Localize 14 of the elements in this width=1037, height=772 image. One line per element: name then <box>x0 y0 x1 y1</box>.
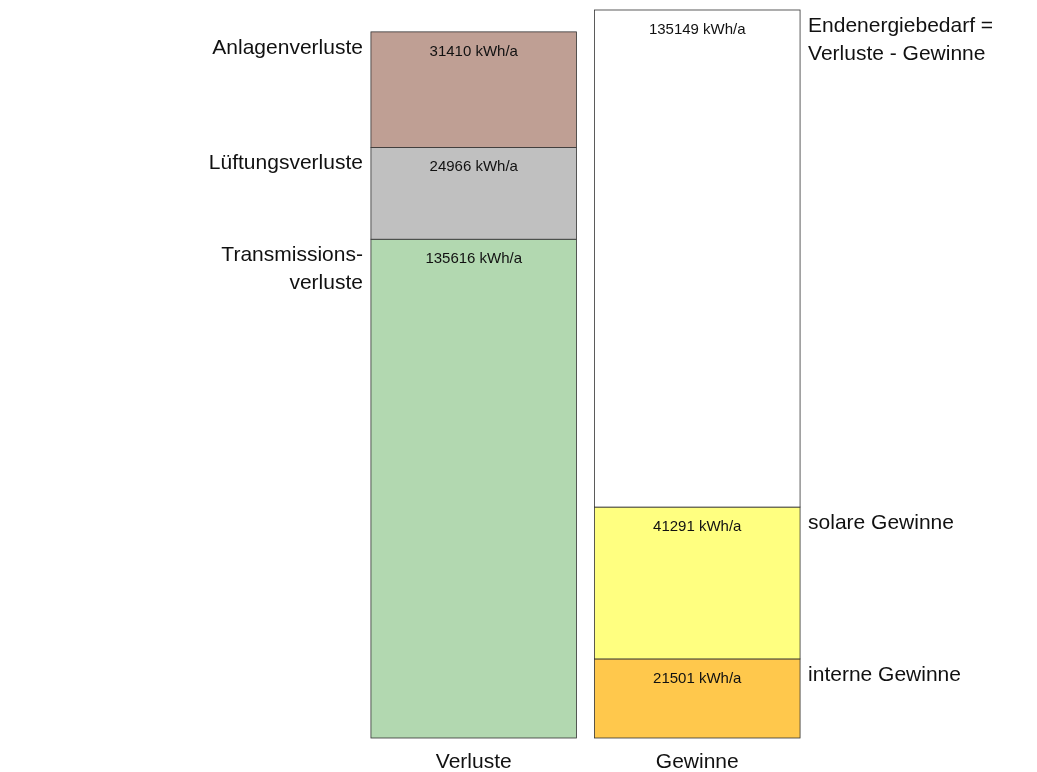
data-label: 21501 kWh/a <box>653 668 743 686</box>
data-label: 135149 kWh/a <box>648 20 747 37</box>
series-label: solare Gewinne <box>808 510 954 534</box>
series-label: Anlagenverluste <box>212 34 363 58</box>
series-label: Transmissions- verluste <box>221 242 363 294</box>
series-label: Lüftungsverluste <box>208 150 363 174</box>
x-tick-label: Verluste <box>435 749 512 772</box>
series-label: interne Gewinne <box>808 661 961 685</box>
data-label: 135616 kWh/a <box>425 249 523 267</box>
data-label: 31410 kWh/a <box>429 41 519 59</box>
data-label: 41291 kWh/a <box>653 517 743 535</box>
series-label: Endenergiebedarf = Verluste - Gewinne <box>808 13 994 64</box>
x-tick-label: Gewinne <box>655 749 739 772</box>
data-label: 24966 kWh/a <box>429 157 519 175</box>
